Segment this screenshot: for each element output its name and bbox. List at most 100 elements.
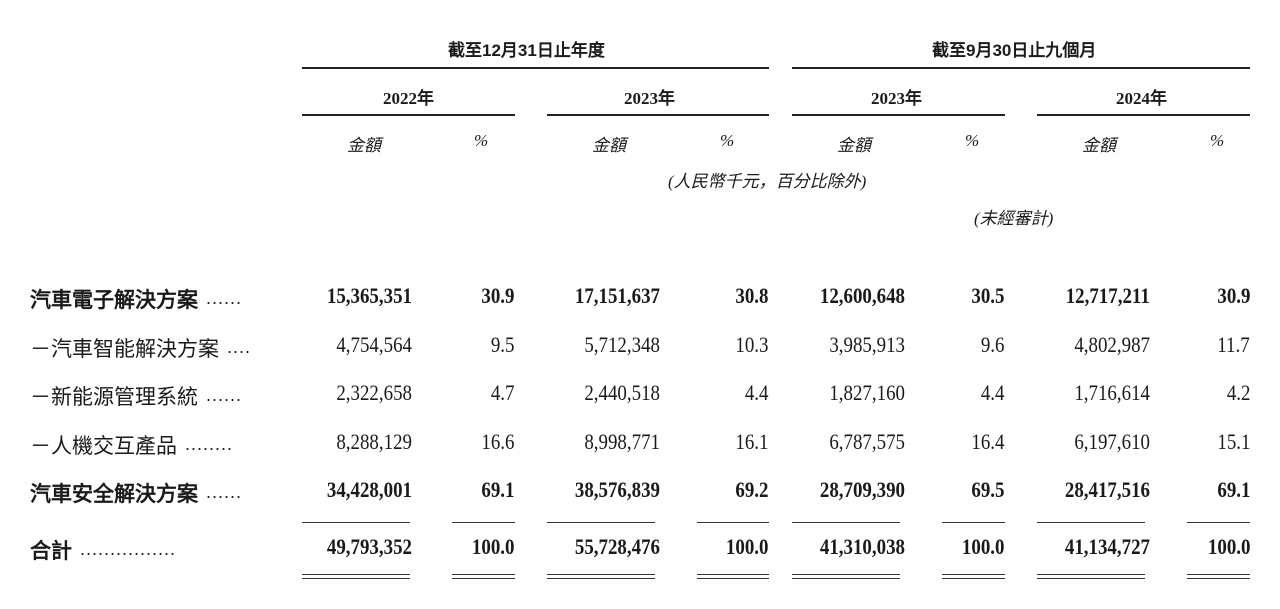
cell-pct-2022: 69.1 (480, 477, 514, 502)
cell-amount-2022: 15,365,351 (326, 283, 412, 308)
double-rule-line (792, 574, 900, 575)
cell-amount-2023-9m: 41,310,038 (819, 534, 905, 559)
cell-amount-2024-9m: 1,716,614 (1074, 380, 1150, 405)
double-rule-line (1037, 578, 1145, 579)
cell-pct-2024-9m: 11.7 (1217, 332, 1250, 357)
cell-pct-2024-9m: 100.0 (1207, 534, 1250, 559)
sum-rule (1187, 522, 1250, 523)
cell-pct-2023: 16.1 (734, 429, 768, 454)
row-leader-dots: ........ (185, 434, 234, 454)
unaudited-note: (未經審計) (974, 209, 1054, 228)
cell-amount-2023-9m: 3,985,913 (829, 332, 905, 357)
row-leader-dots: ...... (206, 482, 243, 502)
row-label: 合計 (30, 540, 72, 563)
year-header-2023-nine: 2023年 (871, 89, 922, 108)
cell-amount-2024-9m: 41,134,727 (1064, 534, 1150, 559)
cell-amount-2024-9m: 28,417,516 (1064, 477, 1150, 502)
cell-pct-2022: 30.9 (480, 283, 514, 308)
year-header-2024: 2024年 (1116, 89, 1167, 108)
cell-amount-2023: 17,151,637 (574, 283, 660, 308)
cell-amount-2024-9m: 12,717,211 (1065, 283, 1150, 308)
sum-rule (547, 522, 655, 523)
double-rule-line (1187, 578, 1250, 579)
double-rule-line (792, 578, 900, 579)
cell-pct-2023-9m: 69.5 (970, 477, 1004, 502)
year-header-2022: 2022年 (383, 89, 434, 108)
cell-amount-2022: 2,322,658 (336, 380, 412, 405)
cell-pct-2023: 100.0 (725, 534, 768, 559)
period-header-nine-months: 截至9月30日止九個月 (932, 41, 1097, 60)
cell-amount-2023-9m: 6,787,575 (829, 429, 905, 454)
double-rule-line (452, 574, 515, 575)
cell-pct-2024-9m: 69.1 (1216, 477, 1250, 502)
cell-amount-2023-9m: 28,709,390 (819, 477, 905, 502)
amount-header: 金額 (592, 136, 626, 155)
row-leader-dots: .... (227, 337, 252, 357)
double-rule-line (697, 574, 769, 575)
pct-header: % (965, 131, 980, 150)
cell-pct-2023-9m: 9.6 (980, 332, 1004, 357)
cell-amount-2023: 5,712,348 (584, 332, 660, 357)
double-rule-line (1187, 574, 1250, 575)
cell-pct-2023-9m: 4.4 (980, 380, 1004, 405)
cell-pct-2023: 69.2 (734, 477, 768, 502)
cell-pct-2022: 16.6 (480, 429, 514, 454)
double-rule-line (547, 578, 655, 579)
cell-amount-2022: 49,793,352 (326, 534, 412, 559)
sum-rule (792, 522, 900, 523)
row-label: －新能源管理系統 (30, 386, 198, 409)
double-rule-line (547, 574, 655, 575)
cell-amount-2022: 34,428,001 (326, 477, 412, 502)
cell-amount-2023-9m: 12,600,648 (819, 283, 905, 308)
cell-pct-2024-9m: 30.9 (1216, 283, 1250, 308)
double-rule-line (697, 578, 769, 579)
sum-rule (302, 522, 410, 523)
period-rule-nine (792, 67, 1250, 69)
year-rule-2024 (1037, 114, 1250, 116)
double-rule-line (942, 578, 1005, 579)
row-leader-dots: ...... (206, 385, 243, 405)
cell-pct-2023-9m: 30.5 (970, 283, 1004, 308)
cell-amount-2023: 8,998,771 (584, 429, 660, 454)
cell-amount-2023: 38,576,839 (574, 477, 660, 502)
row-leader-dots: ................ (80, 539, 177, 559)
cell-amount-2022: 8,288,129 (336, 429, 412, 454)
cell-pct-2023-9m: 100.0 (961, 534, 1004, 559)
amount-header: 金額 (1082, 136, 1116, 155)
sum-rule (697, 522, 769, 523)
cell-amount-2024-9m: 4,802,987 (1074, 332, 1150, 357)
row-label: 汽車安全解決方案 (30, 483, 198, 506)
pct-header: % (720, 131, 735, 150)
year-rule-2022 (302, 114, 515, 116)
row-leader-dots: ...... (206, 288, 243, 308)
unit-note: (人民幣千元，百分比除外) (668, 172, 867, 191)
cell-pct-2023: 4.4 (744, 380, 768, 405)
sum-rule (452, 522, 515, 523)
cell-amount-2024-9m: 6,197,610 (1074, 429, 1150, 454)
amount-header: 金額 (837, 136, 871, 155)
cell-amount-2023: 2,440,518 (584, 380, 660, 405)
cell-pct-2023: 30.8 (734, 283, 768, 308)
cell-amount-2023: 55,728,476 (574, 534, 660, 559)
pct-header: % (1210, 131, 1225, 150)
cell-pct-2023-9m: 16.4 (970, 429, 1004, 454)
double-rule-line (302, 578, 410, 579)
sum-rule (1037, 522, 1145, 523)
cell-pct-2024-9m: 15.1 (1216, 429, 1250, 454)
cell-pct-2022: 4.7 (490, 380, 514, 405)
double-rule-line (1037, 574, 1145, 575)
row-label: 汽車電子解決方案 (30, 289, 198, 312)
row-label: －汽車智能解決方案 (30, 338, 219, 361)
double-rule-line (452, 578, 515, 579)
year-rule-2023-nine (792, 114, 1005, 116)
cell-amount-2022: 4,754,564 (336, 332, 412, 357)
year-rule-2023-annual (547, 114, 769, 116)
cell-pct-2022: 9.5 (490, 332, 514, 357)
row-label: －人機交互產品 (30, 435, 177, 458)
year-header-2023-annual: 2023年 (624, 89, 675, 108)
period-header-year: 截至12月31日止年度 (448, 41, 605, 60)
amount-header: 金額 (347, 136, 381, 155)
cell-pct-2023: 10.3 (734, 332, 768, 357)
sum-rule (942, 522, 1005, 523)
pct-header: % (474, 131, 489, 150)
